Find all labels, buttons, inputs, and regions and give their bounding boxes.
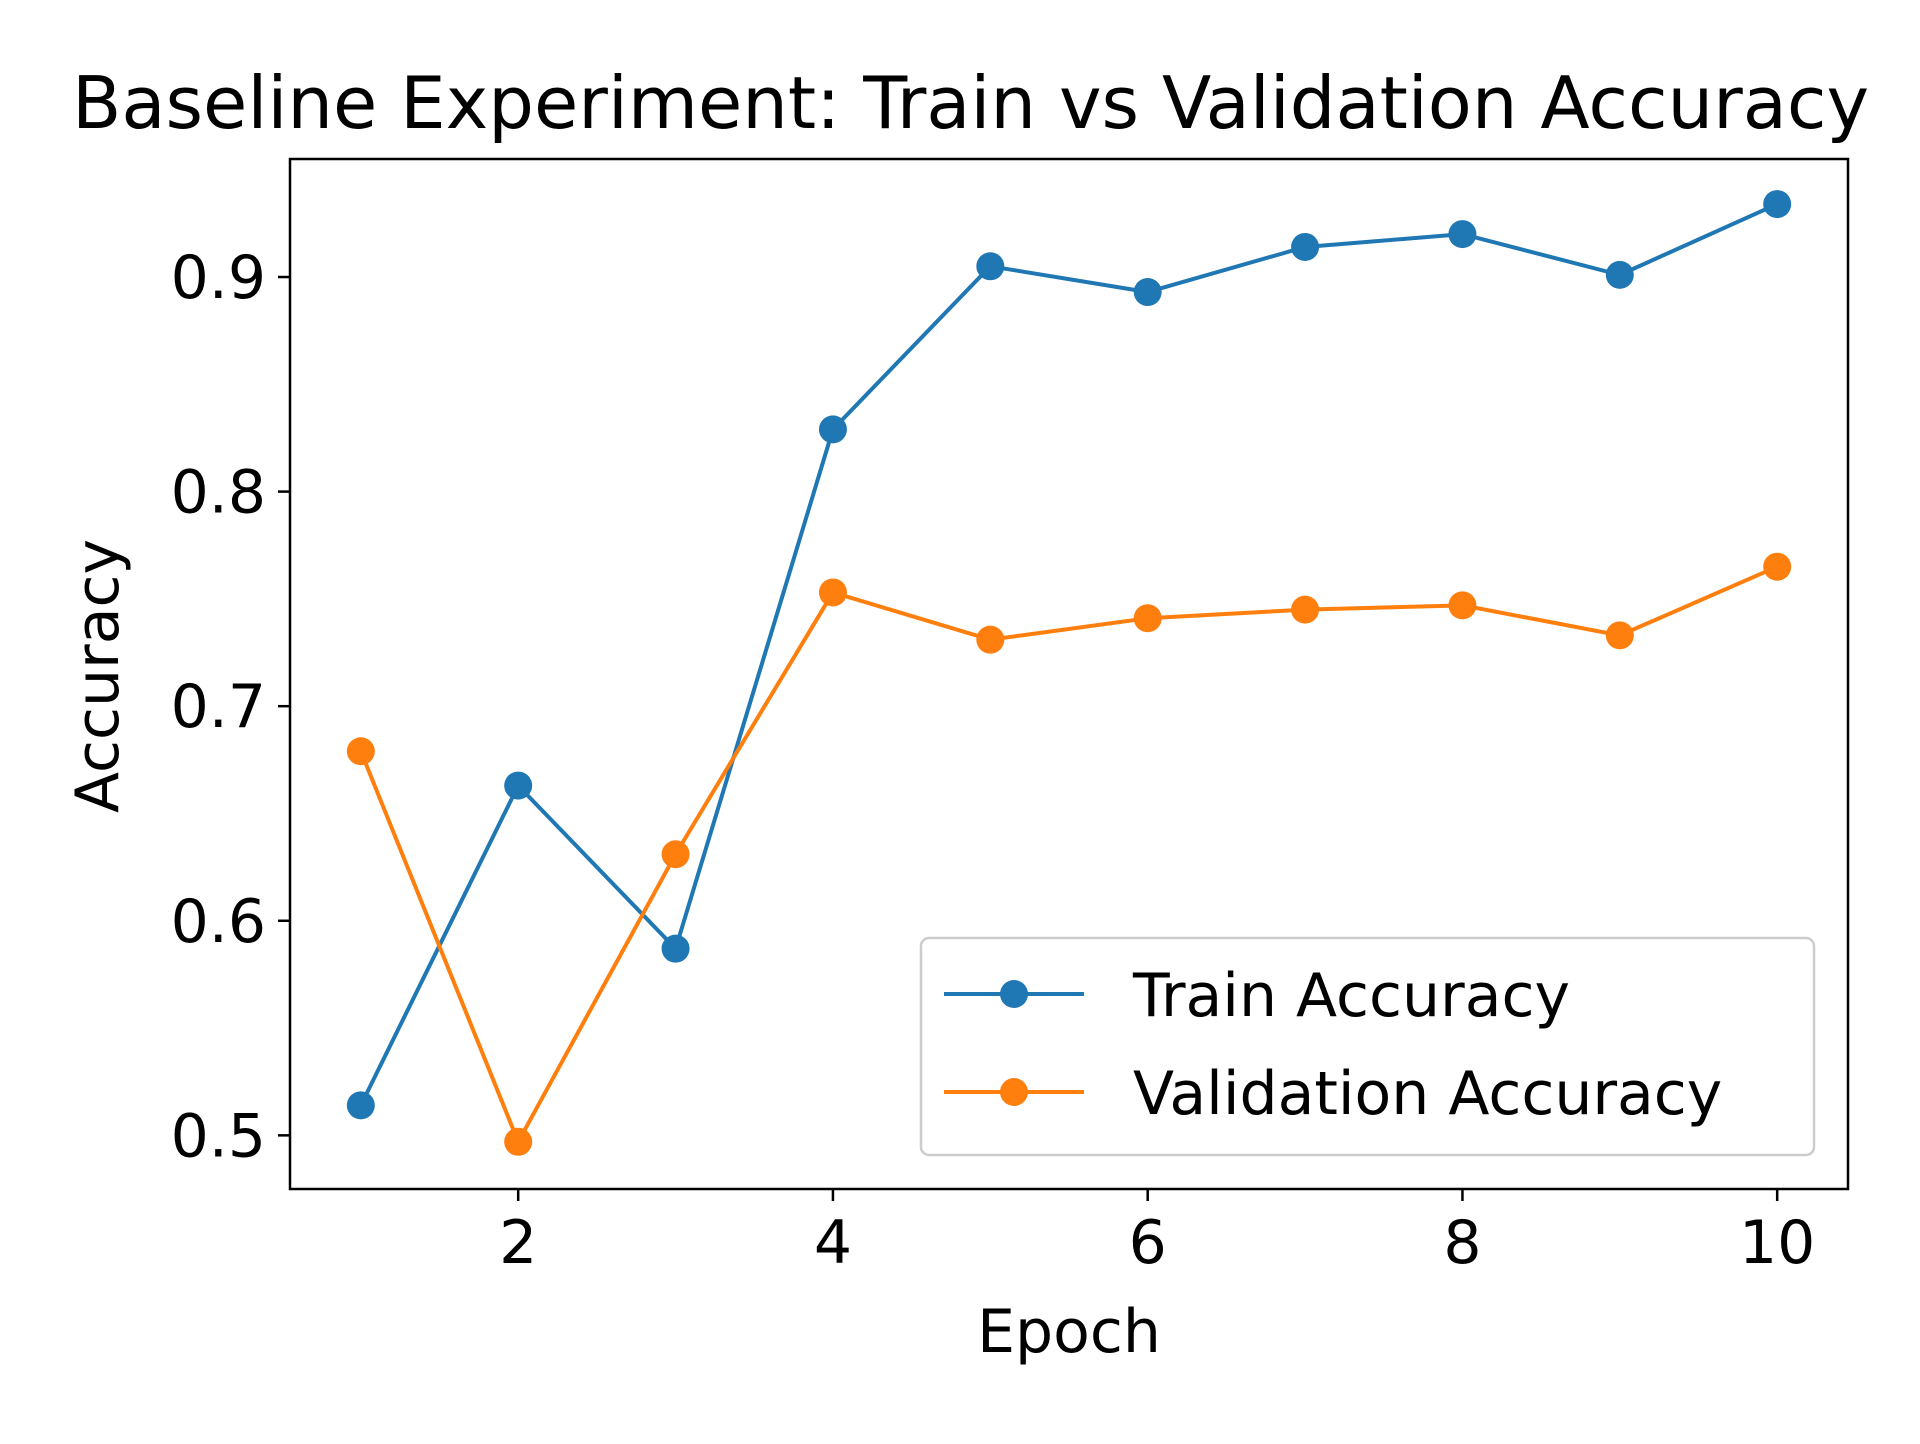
plot-area: 2 4 6 8 10 0.5 0.6 0.7 0.8 0.9 <box>171 157 1850 1278</box>
series-line <box>358 564 1778 1144</box>
data-point <box>1763 190 1792 219</box>
legend-marker <box>1000 980 1028 1008</box>
y-tick-label: 0.9 <box>171 243 266 313</box>
data-point <box>1291 232 1320 261</box>
x-tick-label: 2 <box>499 1208 537 1278</box>
x-tick-label: 4 <box>814 1208 852 1278</box>
data-point <box>818 578 847 607</box>
data-point <box>1133 278 1162 307</box>
data-point <box>1291 595 1320 624</box>
y-tick-label: 0.8 <box>171 458 266 528</box>
series-1 <box>346 552 1792 1156</box>
series-0 <box>346 190 1792 1120</box>
data-point <box>1448 591 1477 620</box>
plot-frame <box>288 157 1850 1191</box>
data-point <box>1763 552 1792 581</box>
data-point <box>818 415 847 444</box>
y-tick-label: 0.5 <box>171 1101 266 1171</box>
data-point <box>661 934 690 963</box>
data-point <box>504 1127 533 1156</box>
x-tick-label: 6 <box>1129 1208 1167 1278</box>
y-tick-label: 0.6 <box>171 887 266 957</box>
data-point <box>976 252 1005 281</box>
data-point <box>346 737 375 766</box>
data-point <box>1605 260 1634 289</box>
legend-marker <box>1000 1078 1028 1106</box>
x-axis-label: Epoch <box>977 1297 1161 1367</box>
legend-label: Validation Accuracy <box>1133 1059 1722 1129</box>
legend-label: Train Accuracy <box>1132 961 1570 1031</box>
y-tick-label: 0.7 <box>171 672 266 742</box>
data-point <box>976 625 1005 654</box>
y-axis-label: Accuracy <box>63 539 133 813</box>
data-point <box>346 1091 375 1120</box>
legend: Train Accuracy Validation Accuracy <box>919 936 1816 1157</box>
series-line <box>359 202 1779 1107</box>
chart-title: Baseline Experiment: Train vs Validation… <box>72 61 1869 145</box>
data-point <box>661 840 690 869</box>
x-tick-label: 10 <box>1739 1208 1815 1278</box>
x-tick-label: 8 <box>1443 1208 1481 1278</box>
data-point <box>1605 621 1634 650</box>
data-point <box>504 771 533 800</box>
legend-box <box>919 936 1816 1157</box>
data-point <box>1133 604 1162 633</box>
data-point <box>1448 220 1477 249</box>
